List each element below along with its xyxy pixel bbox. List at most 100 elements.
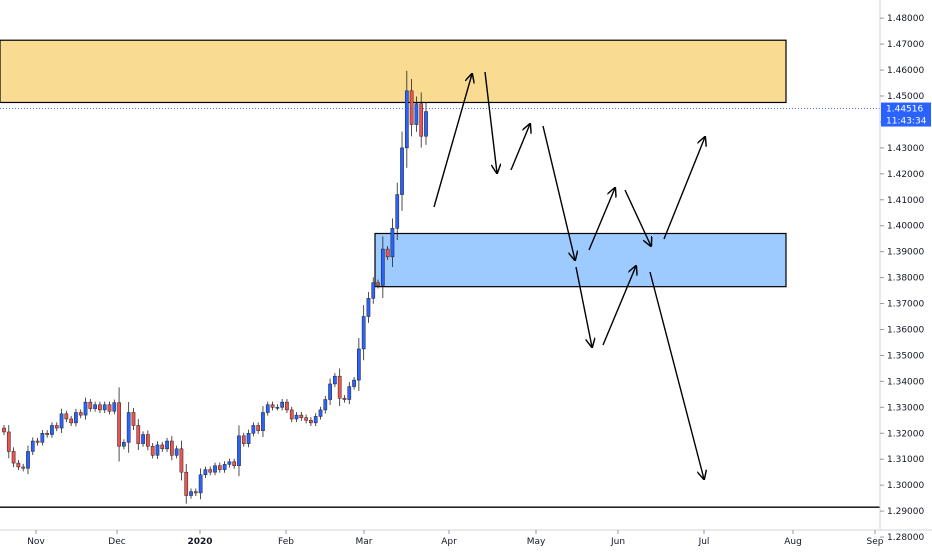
y-tick-label: 1.45000 bbox=[887, 92, 924, 102]
candle-body bbox=[265, 404, 270, 413]
candle-body bbox=[342, 397, 347, 400]
candle-body bbox=[404, 90, 409, 149]
candle-body bbox=[54, 425, 59, 429]
candle bbox=[160, 441, 165, 452]
candle-body bbox=[2, 427, 6, 433]
candle bbox=[174, 445, 179, 459]
candle-body bbox=[357, 348, 361, 381]
candle-body bbox=[107, 404, 112, 412]
candle bbox=[146, 430, 150, 451]
y-tick-label: 1.28000 bbox=[887, 533, 924, 543]
countdown-label: 11:43:34 bbox=[886, 117, 927, 127]
x-tick-label: Sep bbox=[867, 537, 884, 547]
x-tick-label: Aug bbox=[784, 537, 802, 547]
candle bbox=[122, 439, 126, 450]
projection-arrow bbox=[510, 124, 530, 171]
candle bbox=[404, 70, 409, 168]
candle bbox=[141, 431, 145, 447]
candle bbox=[6, 425, 11, 459]
candle bbox=[414, 96, 419, 132]
candle-body bbox=[270, 404, 275, 408]
candle-body bbox=[390, 228, 395, 258]
candle bbox=[208, 466, 213, 476]
candle bbox=[222, 461, 227, 473]
candle bbox=[313, 413, 318, 426]
candle-body bbox=[40, 433, 45, 443]
candle bbox=[337, 368, 342, 406]
candle-body bbox=[409, 90, 414, 125]
x-tick-label: Nov bbox=[27, 537, 45, 547]
candle bbox=[380, 236, 385, 299]
candle-body bbox=[141, 434, 145, 444]
candle bbox=[136, 419, 141, 450]
candle bbox=[299, 411, 304, 421]
x-tick-label: May bbox=[527, 537, 546, 547]
x-tick-label: Jul bbox=[698, 537, 710, 547]
candle bbox=[318, 406, 323, 420]
y-tick-label: 1.30000 bbox=[887, 481, 924, 491]
candle-body bbox=[45, 433, 50, 435]
candle bbox=[131, 407, 136, 431]
candle bbox=[83, 397, 88, 420]
candle-body bbox=[217, 465, 222, 470]
candle bbox=[69, 415, 73, 426]
candle bbox=[309, 417, 313, 426]
candle-body bbox=[400, 147, 404, 195]
projection-arrow bbox=[663, 137, 705, 240]
candle-body bbox=[222, 464, 227, 470]
candle-body bbox=[98, 404, 102, 411]
candle bbox=[50, 422, 54, 438]
candle-body bbox=[74, 412, 78, 424]
candle-body bbox=[198, 474, 203, 494]
candle-body bbox=[419, 103, 424, 137]
candle-body bbox=[64, 413, 69, 420]
candle-body bbox=[299, 414, 304, 418]
x-tick-label: Feb bbox=[278, 537, 294, 547]
candle-body bbox=[261, 412, 265, 431]
candle-body bbox=[184, 471, 189, 496]
projection-arrow bbox=[433, 74, 472, 208]
candle-body bbox=[26, 451, 30, 469]
candle-body bbox=[112, 402, 117, 412]
candle bbox=[30, 437, 35, 456]
y-tick-label: 1.43000 bbox=[887, 144, 924, 154]
y-tick-label: 1.41000 bbox=[887, 196, 924, 206]
candle-body bbox=[160, 444, 165, 450]
candle bbox=[289, 406, 294, 423]
candle bbox=[102, 401, 107, 414]
y-tick-label: 1.46000 bbox=[887, 66, 924, 76]
candle-body bbox=[189, 491, 193, 496]
candle-body bbox=[352, 379, 356, 387]
candle-body bbox=[361, 316, 366, 350]
candle-body bbox=[256, 425, 261, 431]
candle-body bbox=[323, 399, 328, 411]
candle bbox=[333, 373, 337, 388]
candle bbox=[342, 395, 347, 403]
candle-body bbox=[88, 401, 93, 409]
y-tick-label: 1.37000 bbox=[887, 300, 924, 310]
y-tick-label: 1.34000 bbox=[887, 377, 924, 387]
y-tick-label: 1.36000 bbox=[887, 325, 924, 335]
candle-body bbox=[376, 282, 380, 286]
candle bbox=[40, 430, 45, 446]
candle bbox=[261, 406, 265, 438]
candle-body bbox=[69, 418, 73, 424]
candle-body bbox=[289, 409, 294, 420]
candle-body bbox=[117, 402, 121, 447]
candle bbox=[251, 422, 256, 437]
candle-body bbox=[50, 425, 54, 435]
y-tick-label: 1.39000 bbox=[887, 248, 924, 258]
candle-body bbox=[155, 444, 160, 456]
candle-body bbox=[59, 413, 64, 429]
candle-body bbox=[165, 440, 169, 450]
candle bbox=[275, 404, 280, 411]
candle bbox=[227, 458, 232, 468]
candle-body bbox=[275, 407, 280, 409]
candle-body bbox=[380, 248, 385, 286]
candle-body bbox=[16, 462, 21, 468]
candle bbox=[385, 245, 390, 260]
candle bbox=[150, 443, 155, 459]
projection-arrow bbox=[602, 266, 636, 346]
candle bbox=[419, 92, 424, 148]
